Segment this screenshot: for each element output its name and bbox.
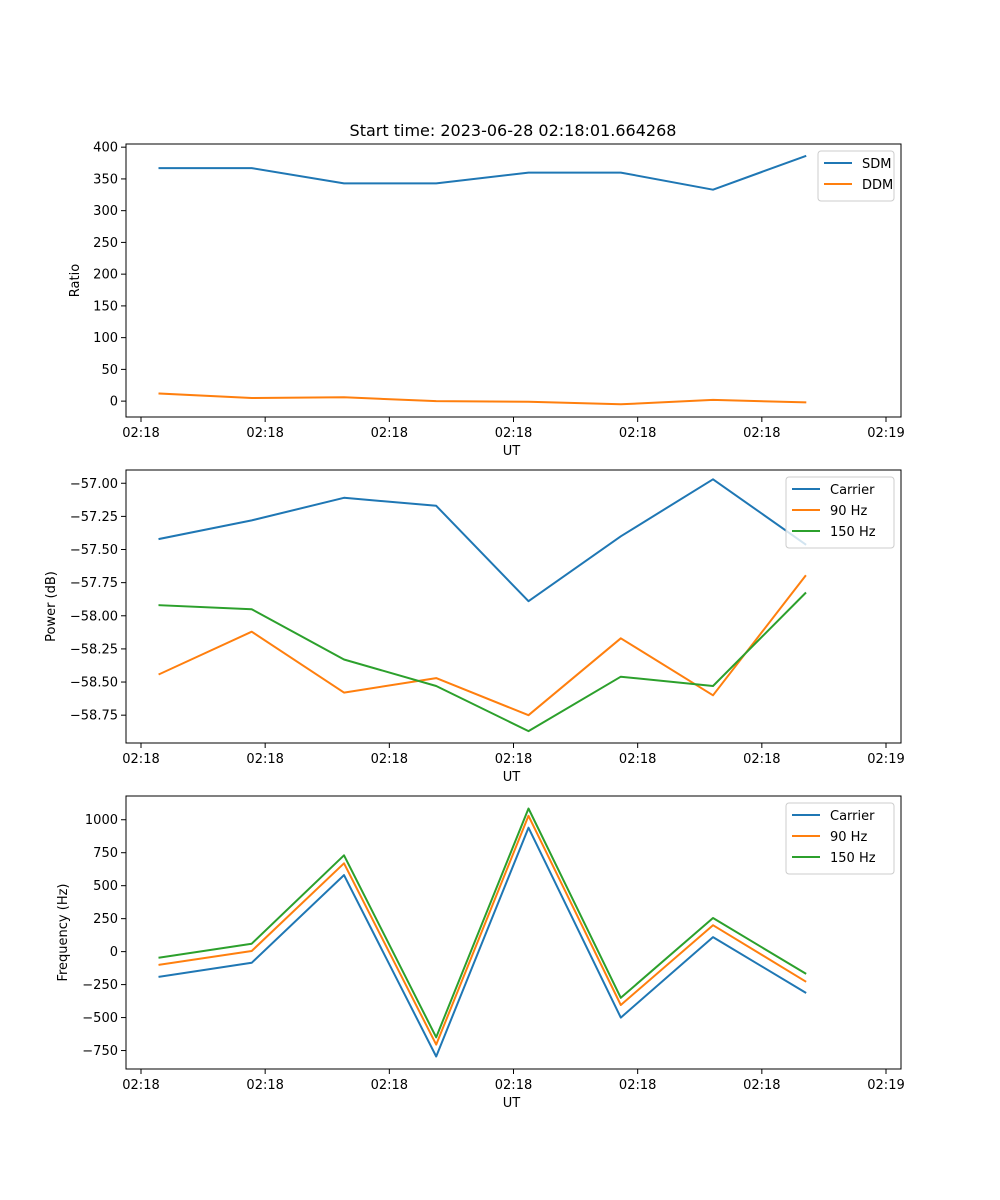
x-tick-label: 02:18: [122, 426, 159, 441]
y-tick-label: 400: [93, 141, 118, 156]
x-tick-label: 02:19: [867, 752, 904, 767]
x-tick-label: 02:18: [246, 752, 283, 767]
x-tick-label: 02:18: [371, 752, 408, 767]
y-tick-label: −58.75: [70, 709, 118, 724]
legend-label: 150 Hz: [830, 525, 876, 540]
y-tick-label: 500: [93, 879, 118, 894]
series-line-1-1: [158, 154, 807, 191]
y-tick-label: 200: [93, 268, 118, 283]
y-tick-label: −57.75: [70, 576, 118, 591]
x-tick-label: 02:18: [743, 426, 780, 441]
x-tick-label: 02:18: [495, 1078, 532, 1093]
y-tick-label: −58.00: [70, 609, 118, 624]
y-tick-label: 100: [93, 331, 118, 346]
y-axis-label: Power (dB): [44, 571, 59, 642]
y-tick-label: −750: [82, 1044, 118, 1059]
y-tick-label: −57.00: [70, 477, 118, 492]
x-tick-label: 02:18: [122, 752, 159, 767]
x-tick-label: 02:18: [246, 426, 283, 441]
series-line-2-2: [158, 574, 807, 717]
y-tick-label: −57.50: [70, 543, 118, 558]
x-axis-label: UT: [503, 770, 521, 785]
x-tick-label: 02:18: [495, 426, 532, 441]
y-tick-label: 1000: [85, 813, 118, 828]
y-tick-label: −57.25: [70, 510, 118, 525]
legend-label: 90 Hz: [830, 504, 867, 519]
y-tick-label: 750: [93, 846, 118, 861]
legend-label: Carrier: [830, 809, 875, 824]
legend-label: DDM: [862, 178, 893, 193]
plots: 02:18 02:18 02:18 02:18 02:18 02:18 02:19 0 50 10…: [44, 141, 905, 1111]
y-tick-label: −500: [82, 1011, 118, 1026]
y-tick-label: 0: [110, 395, 118, 410]
x-axis-label: UT: [503, 1096, 521, 1111]
x-tick-label: 02:18: [371, 1078, 408, 1093]
y-tick-label: −58.25: [70, 642, 118, 657]
legend-label: Carrier: [830, 483, 875, 498]
y-axis-label: Ratio: [68, 264, 83, 297]
legend-1: SDM DDM: [817, 150, 895, 202]
x-tick-label: 02:18: [246, 1078, 283, 1093]
y-tick-label: −58.50: [70, 676, 118, 691]
x-tick-label: 02:18: [495, 752, 532, 767]
x-tick-label: 02:18: [743, 752, 780, 767]
y-axis-label: Frequency (Hz): [56, 883, 71, 981]
x-tick-label: 02:19: [867, 1078, 904, 1093]
legend-label: SDM: [862, 157, 891, 172]
x-tick-label: 02:18: [122, 1078, 159, 1093]
x-tick-label: 02:18: [619, 426, 656, 441]
y-tick-label: 250: [93, 912, 118, 927]
x-tick-label: 02:19: [867, 426, 904, 441]
legend-label: 150 Hz: [830, 851, 876, 866]
y-tick-label: 150: [93, 299, 118, 314]
y-tick-label: 300: [93, 204, 118, 219]
x-tick-label: 02:18: [371, 426, 408, 441]
series-line-3-1: [158, 826, 807, 1058]
legend-2: Carrier 90 Hz 150 Hz: [785, 476, 895, 549]
legend-label: 90 Hz: [830, 830, 867, 845]
subplot-1: 02:18 02:18 02:18 02:18 02:18 02:18 02:19 0 50 10…: [68, 141, 905, 459]
y-tick-label: 50: [101, 363, 118, 378]
series-line-3-3: [158, 807, 807, 1039]
x-tick-label: 02:18: [619, 1078, 656, 1093]
series-line-1-2: [158, 392, 807, 406]
series-line-2-1: [158, 478, 807, 603]
series-line-2-3: [158, 591, 807, 733]
x-tick-label: 02:18: [619, 752, 656, 767]
y-tick-label: 250: [93, 236, 118, 251]
y-tick-label: −250: [82, 978, 118, 993]
subplot-3: 02:18 02:18 02:18 02:18 02:18 02:18 02:19 −750 −…: [56, 795, 905, 1111]
x-tick-label: 02:18: [743, 1078, 780, 1093]
series-line-3-2: [158, 814, 807, 1046]
x-axis-label: UT: [503, 444, 521, 459]
y-tick-label: 350: [93, 172, 118, 187]
subplot-2: 02:18 02:18 02:18 02:18 02:18 02:18 02:19 −58.7…: [44, 469, 905, 785]
y-tick-label: 0: [110, 945, 118, 960]
figure-title: Start time: 2023-06-28 02:18:01.664268: [350, 121, 677, 140]
legend-3: Carrier 90 Hz 150 Hz: [785, 802, 895, 875]
